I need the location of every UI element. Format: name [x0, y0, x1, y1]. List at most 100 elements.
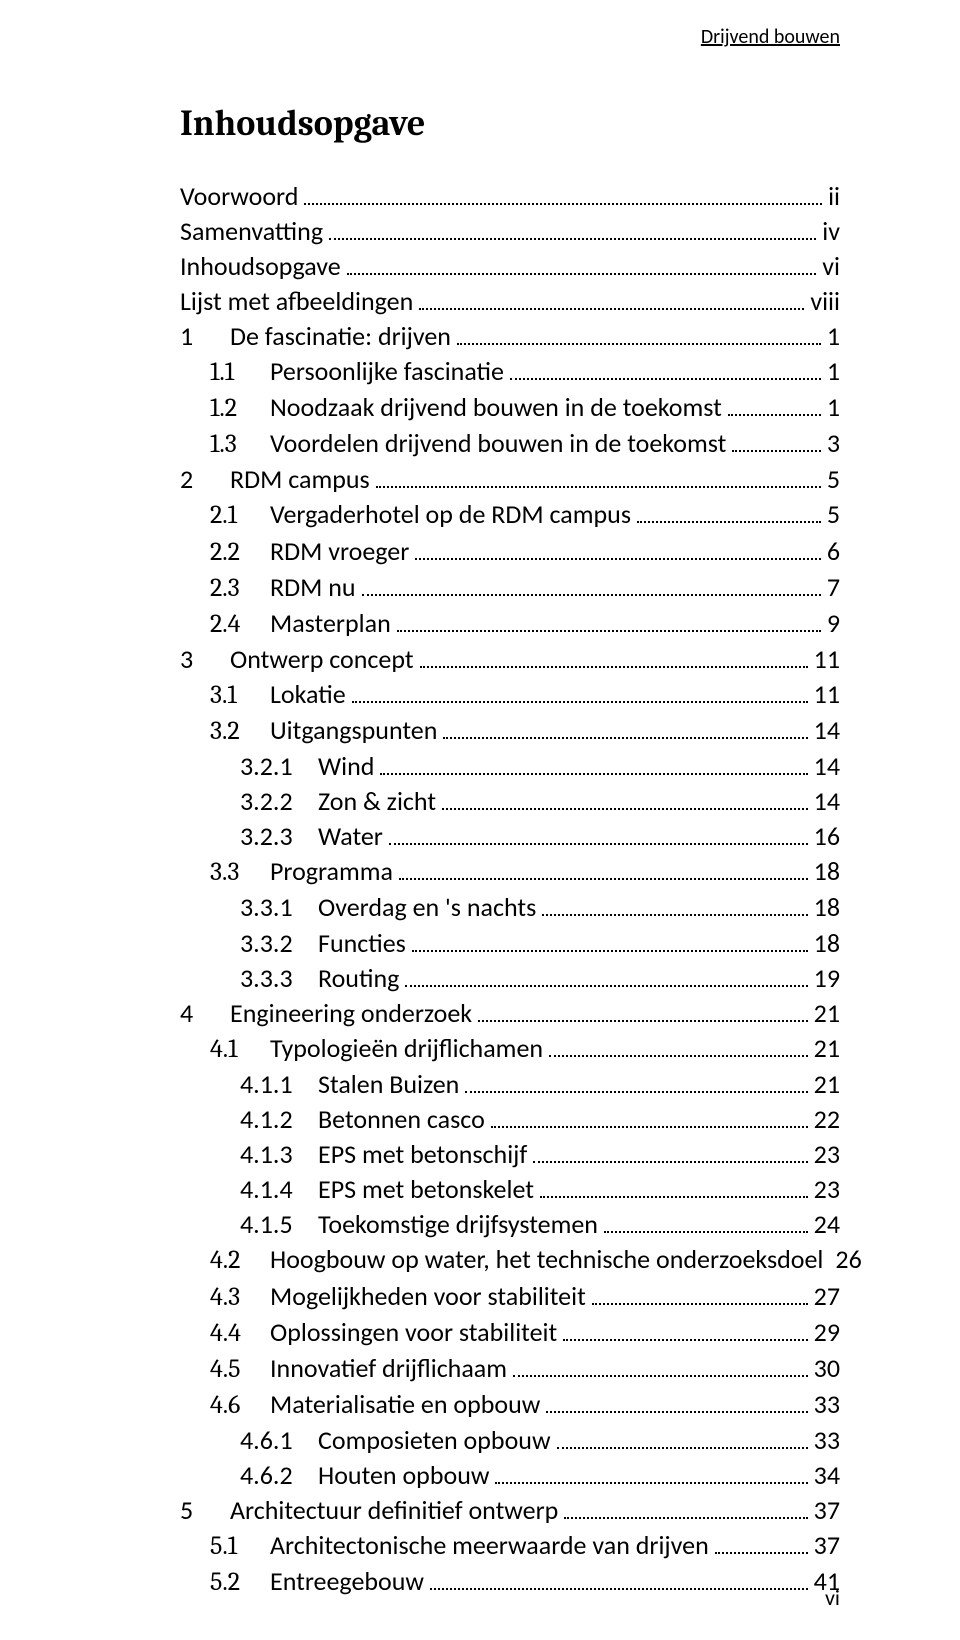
toc-entry-page: 18: [814, 854, 840, 889]
toc-entry-page: 14: [814, 784, 840, 819]
toc-leader: [549, 1031, 808, 1056]
toc-entry-page: viii: [810, 284, 840, 319]
toc-entry[interactable]: 3.2Uitgangspunten14: [210, 713, 840, 749]
toc-entry[interactable]: 4.6Materialisatie en opbouw33: [210, 1387, 840, 1423]
toc-entry[interactable]: 4.1.5Toekomstige drijfsystemen24: [240, 1207, 840, 1242]
toc-entry[interactable]: 4.1.3EPS met betonschijf23: [240, 1137, 840, 1172]
toc-leader: [457, 320, 821, 345]
toc-entry-label: Programma: [258, 854, 393, 889]
toc-entry-page: 16: [814, 819, 840, 854]
toc-entry[interactable]: 1.3Voordelen drijvend bouwen in de toeko…: [210, 426, 840, 462]
toc-entry[interactable]: 3.3Programma 18: [210, 854, 840, 890]
toc-entry-page: 18: [814, 926, 840, 961]
toc-entry-number: 4.6.1: [240, 1423, 304, 1458]
toc-entry-number: 2.2: [210, 535, 258, 570]
toc-entry-page: 27: [814, 1279, 840, 1314]
toc-entry[interactable]: 3.1Lokatie11: [210, 677, 840, 713]
running-header: Drijvend bouwen: [701, 24, 840, 51]
toc-entry-page: iv: [822, 214, 840, 249]
toc-entry-number: 3.2: [210, 714, 258, 749]
toc-entry-number: 1: [180, 319, 210, 354]
toc-entry[interactable]: 4.1.2Betonnen casco22: [240, 1102, 840, 1137]
toc-entry-number: 2.3: [210, 571, 258, 606]
toc-entry[interactable]: 3.3.1Overdag en 's nachts18: [240, 890, 840, 925]
toc-entry-label: Hoogbouw op water, het technische onderz…: [258, 1242, 823, 1277]
toc-entry[interactable]: 3Ontwerp concept11: [180, 642, 840, 677]
toc-entry-label: Innovatief drijflichaam: [258, 1351, 507, 1386]
toc-entry[interactable]: 3.2.2Zon & zicht14: [240, 784, 840, 819]
toc-entry-number: 4.4: [210, 1316, 258, 1351]
toc-entry-page: 33: [814, 1423, 840, 1458]
toc-leader: [478, 996, 808, 1021]
toc-entry-number: 3: [180, 642, 210, 677]
toc-entry-label: RDM vroeger: [258, 534, 409, 569]
toc-entry-label: Oplossingen voor stabiliteit: [258, 1315, 557, 1350]
toc-entry[interactable]: 2RDM campus5: [180, 462, 840, 497]
toc-entry[interactable]: 3.3.3Routing19: [240, 961, 840, 996]
toc-entry-label: RDM nu: [258, 570, 356, 605]
toc-entry[interactable]: 4.6.2Houten opbouw34: [240, 1458, 840, 1493]
toc-leader: [412, 926, 808, 951]
toc-entry-number: 3.3.2: [240, 926, 304, 961]
toc-leader: [380, 750, 807, 775]
toc-entry[interactable]: 5Architectuur definitief ontwerp37: [180, 1493, 840, 1528]
toc-entry[interactable]: 4.1.4EPS met betonskelet23: [240, 1172, 840, 1207]
toc-entry[interactable]: 4.5Innovatief drijflichaam30: [210, 1351, 840, 1387]
toc-entry[interactable]: 5.1Architectonische meerwaarde van drijv…: [210, 1528, 840, 1564]
toc-entry-label: Voordelen drijvend bouwen in de toekomst: [258, 426, 726, 461]
toc-entry-number: 3.3.1: [240, 890, 304, 925]
toc-entry-page: ii: [828, 179, 840, 214]
toc-entry[interactable]: 1De fascinatie: drijven1: [180, 319, 840, 354]
toc-entry[interactable]: 3.2.3Water16: [240, 819, 840, 854]
toc-entry[interactable]: Voorwoordii: [180, 179, 840, 214]
toc-leader: [397, 606, 821, 631]
toc-entry-label: Betonnen casco: [304, 1102, 485, 1137]
toc-entry[interactable]: 3.3.2Functies18: [240, 926, 840, 961]
toc-entry-page: 1: [827, 354, 840, 389]
toc-entry-label: Engineering onderzoek: [210, 996, 472, 1031]
toc-entry-number: 2.1: [210, 498, 258, 533]
toc-leader: [564, 1494, 807, 1519]
toc-entry[interactable]: 3.2.1Wind14: [240, 749, 840, 784]
toc-entry[interactable]: 4.1.1Stalen Buizen21: [240, 1067, 840, 1102]
toc-leader: [362, 570, 821, 595]
page: Drijvend bouwen Inhoudsopgave Voorwoordi…: [0, 0, 960, 1640]
toc-entry[interactable]: 1.2Noodzaak drijvend bouwen in de toekom…: [210, 390, 840, 426]
page-number: vi: [825, 1583, 840, 1613]
toc-entry[interactable]: 4.3Mogelijkheden voor stabiliteit27: [210, 1279, 840, 1315]
toc-entry-page: 21: [814, 1031, 840, 1066]
toc-entry[interactable]: 4Engineering onderzoek21: [180, 996, 840, 1031]
toc-entry-page: 34: [814, 1458, 840, 1493]
toc-entry[interactable]: 2.4Masterplan9: [210, 606, 840, 642]
toc-leader: [732, 427, 820, 452]
toc-entry-label: Typologieën drijflichamen: [258, 1031, 543, 1066]
toc-entry[interactable]: 2.1Vergaderhotel op de RDM campus5: [210, 497, 840, 533]
toc-entry[interactable]: 4.1Typologieën drijflichamen21: [210, 1031, 840, 1067]
toc-entry[interactable]: 4.2Hoogbouw op water, het technische ond…: [210, 1242, 840, 1278]
toc-entry-label: Composieten opbouw: [304, 1423, 551, 1458]
toc-entry[interactable]: 4.6.1Composieten opbouw 33: [240, 1423, 840, 1458]
toc-leader: [604, 1208, 808, 1233]
toc-entry-label: Toekomstige drijfsystemen: [304, 1207, 598, 1242]
toc-entry[interactable]: 5.2Entreegebouw41: [210, 1564, 840, 1600]
toc-entry-label: Overdag en 's nachts: [304, 890, 536, 925]
toc-entry-page: 30: [814, 1351, 840, 1386]
toc-entry-label: Materialisatie en opbouw: [258, 1387, 540, 1422]
toc-entry-label: RDM campus: [210, 462, 370, 497]
toc-entry-number: 3.2.2: [240, 784, 304, 819]
toc-entry-number: 3.3: [210, 855, 258, 890]
toc-entry[interactable]: 4.4Oplossingen voor stabiliteit29: [210, 1315, 840, 1351]
toc-entry[interactable]: Samenvattingiv: [180, 214, 840, 249]
toc-entry-number: 4.6.2: [240, 1458, 304, 1493]
toc-leader: [542, 891, 807, 916]
toc-entry[interactable]: 2.3RDM nu7: [210, 570, 840, 606]
toc-entry-number: 3.2.1: [240, 749, 304, 784]
toc-entry-label: Routing: [304, 961, 399, 996]
toc-entry[interactable]: Inhoudsopgavevi: [180, 249, 840, 284]
toc-entry-label: Architectuur definitief ontwerp: [210, 1493, 558, 1528]
toc-entry[interactable]: 1.1Persoonlijke fascinatie1: [210, 354, 840, 390]
toc-leader: [465, 1068, 807, 1093]
toc-entry-number: 2: [180, 462, 210, 497]
toc-entry[interactable]: 2.2RDM vroeger6: [210, 534, 840, 570]
toc-entry[interactable]: Lijst met afbeeldingenviii: [180, 284, 840, 319]
